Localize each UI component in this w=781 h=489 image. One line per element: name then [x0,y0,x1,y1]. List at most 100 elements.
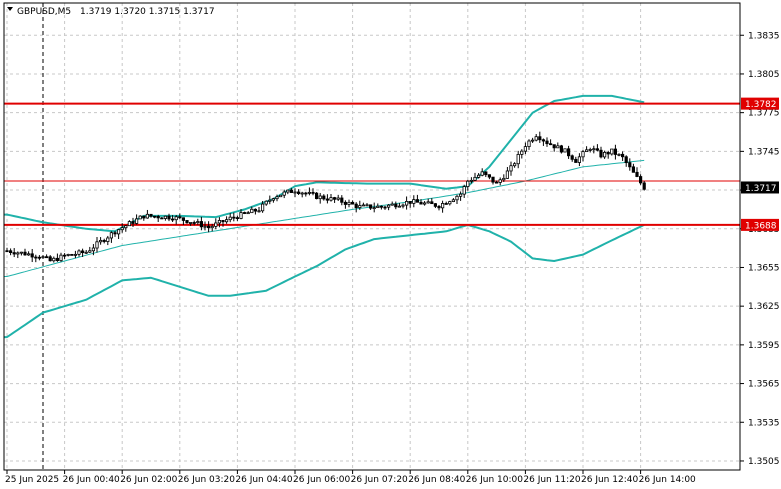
candle-body [509,165,513,172]
candle-body [235,217,239,219]
candle-body [217,220,221,224]
candle-body [127,221,131,227]
candle-body [372,207,376,210]
candle-body [37,256,42,259]
x-tick-label: 26 Jun 11:20 [523,475,580,485]
candle-body [196,221,200,224]
candle-body [275,196,279,200]
candle-body [621,153,625,158]
candle-body [210,225,214,229]
candle-body [426,201,430,204]
candle-body [520,150,524,155]
candle-body [347,201,351,205]
candle-body [12,252,16,255]
candle-body [386,204,391,208]
candle-body [502,177,506,181]
x-tick-label: 26 Jun 08:40 [408,475,465,485]
candle-body [588,148,592,151]
candle-body [361,204,366,207]
level-price-tag-box [741,97,779,110]
candle-body [52,257,56,262]
y-tick-label: 1.3745 [748,147,780,157]
candle-body [206,225,211,229]
candle-body [188,222,193,224]
y-tick-label: 1.3805 [748,70,780,80]
x-tick-label: 26 Jun 06:00 [293,475,350,485]
candle-body [142,215,146,219]
candle-body [397,205,402,208]
candle-body [491,176,495,183]
candle-body [613,148,618,155]
candle-body [365,204,369,207]
candle-body [160,217,164,220]
candle-body [563,148,567,153]
x-tick-label: 26 Jun 00:40 [63,475,120,485]
candle-body [181,217,185,221]
candle-body [322,195,326,200]
y-tick-label: 1.3535 [748,418,780,428]
chart-grid [4,3,740,470]
candle-body [549,143,553,146]
candle-body [293,191,297,194]
candle-body [379,205,384,208]
candle-body [394,203,398,208]
plot-border [3,2,741,471]
candle-body [214,222,218,227]
candle-body [8,250,13,253]
candle-body [642,182,646,190]
candle-body [99,239,103,243]
candle-body [242,212,247,214]
candle-body [145,213,149,219]
candle-body [192,222,196,224]
candle-body [458,193,463,197]
candle-body [404,201,409,206]
x-tick-label: 25 Jun 2025 [5,475,59,485]
candle-body [574,158,578,163]
horizontal-levels [4,102,740,226]
candle-body [332,197,337,200]
candle-body [286,189,290,193]
candle-body [556,145,560,149]
y-tick-label: 1.3655 [748,263,780,273]
candle-body [117,229,121,235]
moving-average-line [4,159,645,277]
candle-body [480,171,484,176]
candle-body [174,216,178,221]
bollinger-lower-line [4,223,645,339]
candle-body [376,205,380,209]
candles [5,131,646,263]
time-axis: 25 Jun 2025 26 Jun 00:40 26 Jun 02:00 26 Ju… [5,470,696,485]
candle-body [113,232,117,235]
level-price-tag-label: 1.3688 [745,221,777,231]
symbol-label: GBPUSD,M5 [17,7,71,17]
x-tick-label: 26 Jun 07:20 [351,475,408,485]
candle-body [390,203,394,206]
candle-body [415,199,420,203]
candle-body [163,215,167,219]
candle-body [239,212,243,219]
candle-body [462,186,466,195]
candle-body [296,191,301,194]
candle-body [325,198,330,201]
candle-body [81,250,85,254]
candle-body [433,203,438,207]
candle-body [451,199,456,202]
candle-body [307,191,312,194]
candle-body [437,205,441,209]
candle-body [109,232,113,239]
level-price-tag-box [741,218,779,231]
candle-body [473,176,477,181]
candle-body [531,139,535,142]
candle-body [124,225,128,229]
candle-body [232,216,236,219]
candle-body [224,219,229,223]
candle-body [120,227,124,231]
candle-body [203,225,207,228]
candle-body [102,239,106,242]
candle-body [26,253,31,256]
candle-body [383,206,387,209]
candle-body [23,251,27,256]
y-tick-label: 1.3505 [748,457,780,467]
candle-body [419,201,423,205]
